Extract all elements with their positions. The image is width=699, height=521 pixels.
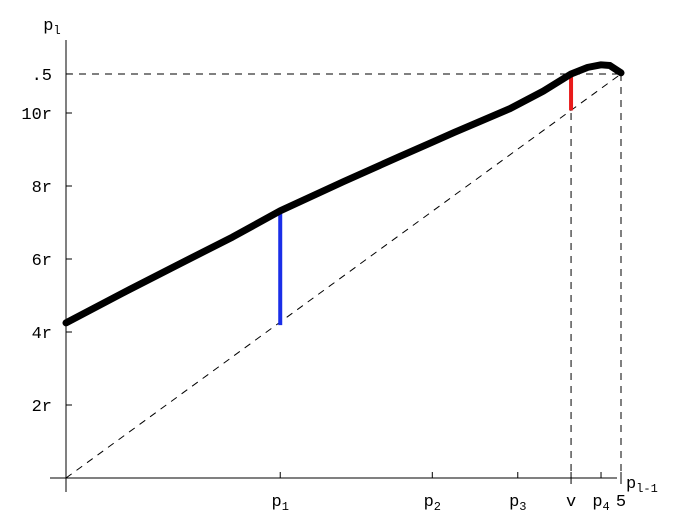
x-tick-label: v: [566, 493, 576, 512]
x-tick-label-text: p: [509, 493, 519, 512]
curve: [62, 61, 625, 327]
x-tick-label-text: p: [272, 493, 282, 512]
x-tick-label-text: v: [566, 493, 576, 512]
y-tick-label: 6r: [32, 252, 52, 271]
x-tick-label-text: p: [424, 493, 434, 512]
y-tick-label: 10r: [21, 106, 52, 125]
y-tick-label: .5: [32, 67, 52, 86]
diagonal-line: [65, 73, 622, 479]
x-axis-label: pl-1: [626, 475, 658, 496]
y-tick-label: 4r: [32, 325, 52, 344]
x-tick-label: p2: [424, 493, 441, 514]
x-tick-label-sub: 1: [282, 500, 289, 514]
x-tick-label-sub: 3: [519, 500, 526, 514]
y-tick-label: 2r: [32, 398, 52, 417]
x-tick-label-sub: 2: [434, 500, 441, 514]
x-tick-label-text: p: [592, 493, 602, 512]
y-tick-label: 8r: [32, 179, 52, 198]
x-tick-label: p3: [509, 493, 526, 514]
x-tick-label: p4: [592, 493, 609, 514]
x-tick-label: 5: [616, 493, 626, 512]
x-tick-label-sub: 4: [603, 500, 610, 514]
x-tick-label: p1: [272, 493, 289, 514]
y-axis-label: pl: [43, 17, 60, 38]
